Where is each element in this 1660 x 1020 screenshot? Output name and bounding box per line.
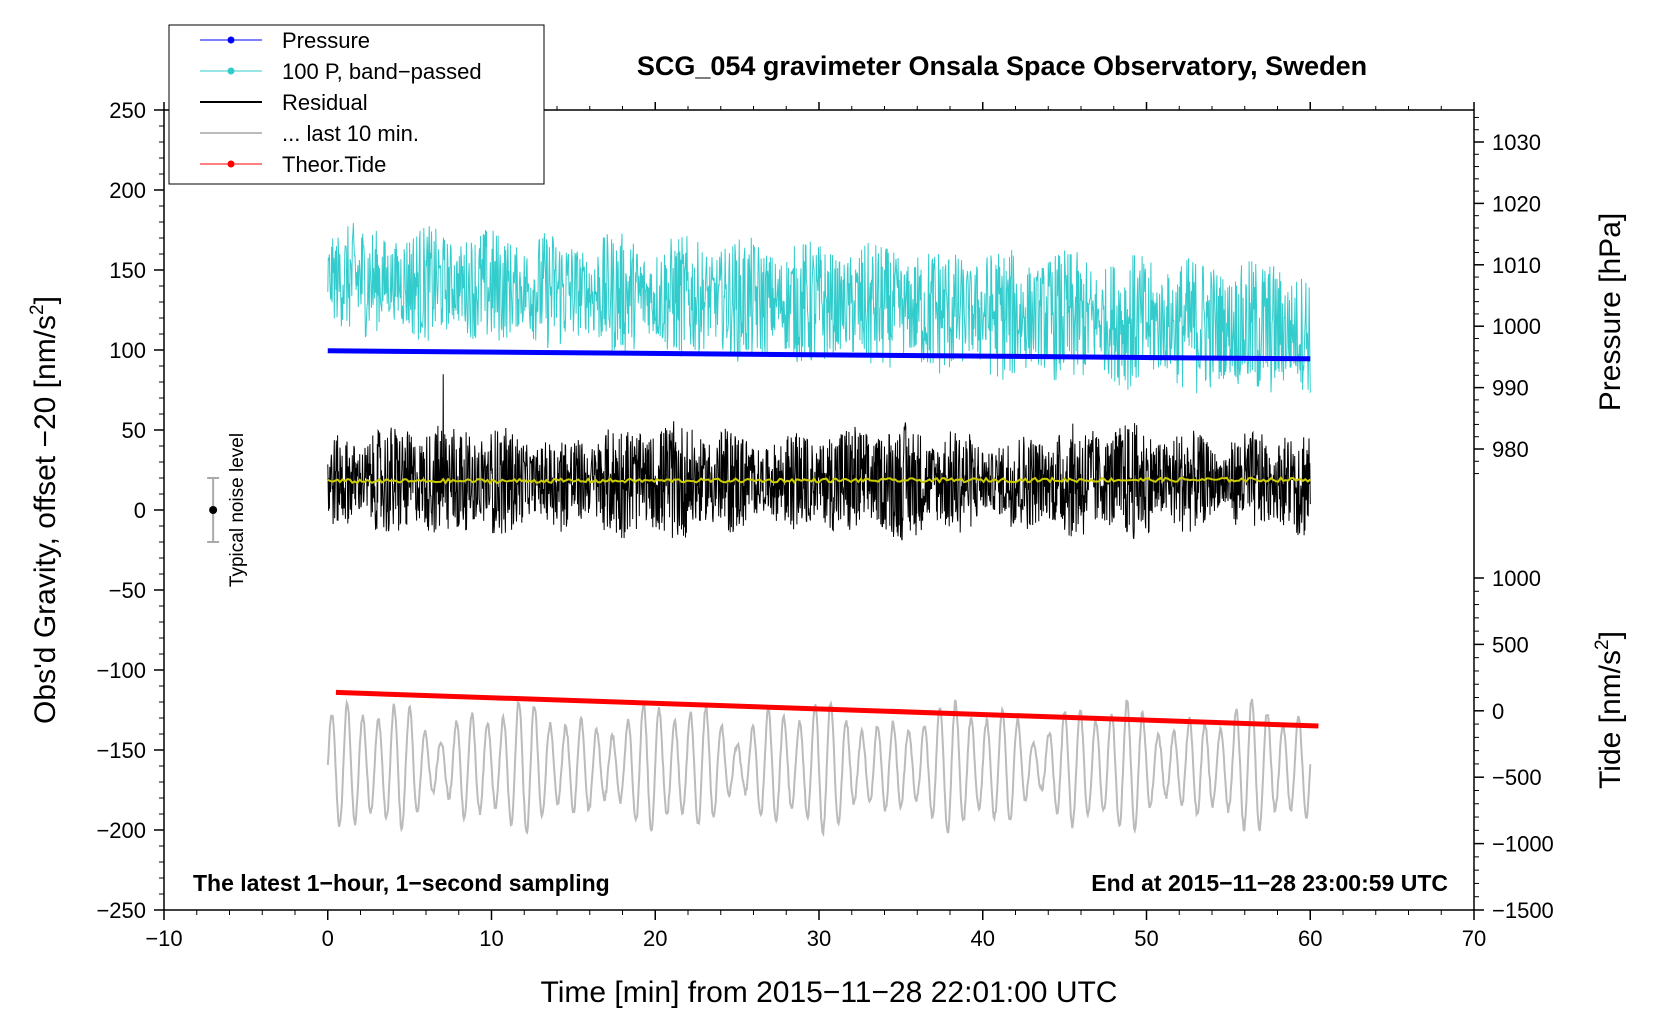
legend-marker: [227, 67, 235, 75]
series-band-passed-pressure: [327, 222, 1311, 394]
pressure-tick-label: 1020: [1492, 191, 1541, 216]
y-tick-label: 200: [109, 178, 146, 203]
y-tick-label: −150: [96, 738, 146, 763]
noise-level-label: Typical noise level: [227, 433, 248, 587]
legend-box: [168, 24, 545, 185]
pressure-tick-label: 1000: [1492, 314, 1541, 339]
legend-label: Residual: [282, 90, 368, 115]
tide-tick-label: −1500: [1492, 898, 1554, 923]
chart-title: SCG_054 gravimeter Onsala Space Observat…: [637, 51, 1367, 81]
legend-label: Pressure: [282, 28, 370, 53]
tide-tick-label: 0: [1492, 699, 1504, 724]
series-last-10-min: [326, 698, 1312, 838]
y-axis-tide: 1000 500 0 −500 −1000 −1500: [1474, 566, 1554, 923]
y-tick-label: −250: [96, 898, 146, 923]
y-axis-left-title: Obs'd Gravity, offset −20 [nm/s2]: [27, 296, 62, 724]
tide-tick-label: 1000: [1492, 566, 1541, 591]
series-residual: [327, 374, 1311, 541]
y-axis-tide-title-main: Tide [nm/s: [1594, 650, 1627, 789]
series-theoretical-tide: [335, 689, 1319, 729]
x-tick-label: 50: [1134, 926, 1158, 951]
y-axis-tide-title-end: ]: [1594, 631, 1627, 639]
x-tick-label: 70: [1462, 926, 1486, 951]
legend-marker: [227, 36, 235, 44]
y-tick-label: 50: [122, 418, 146, 443]
legend-label: ... last 10 min.: [282, 121, 419, 146]
series-residual-smoothed: [327, 475, 1311, 485]
annotation-right: End at 2015−11−28 23:00:59 UTC: [1091, 870, 1448, 896]
y-tick-label: −100: [96, 658, 146, 683]
y-axis-left-title-main: Obs'd Gravity, offset −20 [nm/s: [29, 315, 62, 724]
x-tick-label: 60: [1298, 926, 1322, 951]
y-tick-label: −50: [109, 578, 146, 603]
pressure-tick-label: 980: [1492, 437, 1529, 462]
x-tick-label: −10: [145, 926, 182, 951]
pressure-tick-label: 1030: [1492, 130, 1541, 155]
legend-label: 100 P, band−passed: [282, 59, 482, 84]
series-pressure: [327, 348, 1311, 362]
noise-bar-center: [209, 506, 218, 514]
x-tick-label: 30: [807, 926, 831, 951]
y-axis-tide-title-sup: 2: [1592, 639, 1613, 650]
y-axis-tide-title: Tide [nm/s2]: [1592, 631, 1627, 789]
annotation-left: The latest 1−hour, 1−second sampling: [193, 870, 610, 896]
pressure-tick-label: 990: [1492, 376, 1529, 401]
noise-level-bar: [207, 477, 220, 543]
tide-tick-label: 500: [1492, 632, 1529, 657]
legend: Pressure 100 P, band−passed Residual ... la…: [168, 24, 545, 185]
y-axis-pressure-title: Pressure [hPa]: [1594, 213, 1627, 411]
series-layer: [326, 222, 1319, 838]
y-axis-pressure: 1030 1020 1010 1000 990 980: [1474, 116, 1541, 475]
x-tick-label: 0: [322, 926, 334, 951]
legend-marker: [227, 160, 235, 168]
y-tick-label: 250: [109, 98, 146, 123]
tide-tick-label: −1000: [1492, 832, 1554, 857]
y-axis-left-title-sup: 2: [27, 304, 48, 315]
x-tick-label: 40: [971, 926, 995, 951]
y-tick-label: 150: [109, 258, 146, 283]
y-tick-label: 100: [109, 338, 146, 363]
pressure-tick-label: 1010: [1492, 253, 1541, 278]
y-axis-left: 250 200 150 100 50 0 −50 −100 −150 −200 −250: [96, 98, 164, 923]
y-axis-left-title-end: ]: [29, 296, 62, 304]
y-tick-label: −200: [96, 818, 146, 843]
x-tick-label: 10: [479, 926, 503, 951]
x-tick-label: 20: [643, 926, 667, 951]
legend-label: Theor.Tide: [282, 152, 386, 177]
x-axis: −10 0 10 20 30 40 50 60 70: [145, 102, 1486, 951]
x-axis-title: Time [min] from 2015−11−28 22:01:00 UTC: [541, 976, 1118, 1009]
tide-tick-label: −500: [1492, 765, 1542, 790]
y-tick-label: 0: [134, 498, 146, 523]
